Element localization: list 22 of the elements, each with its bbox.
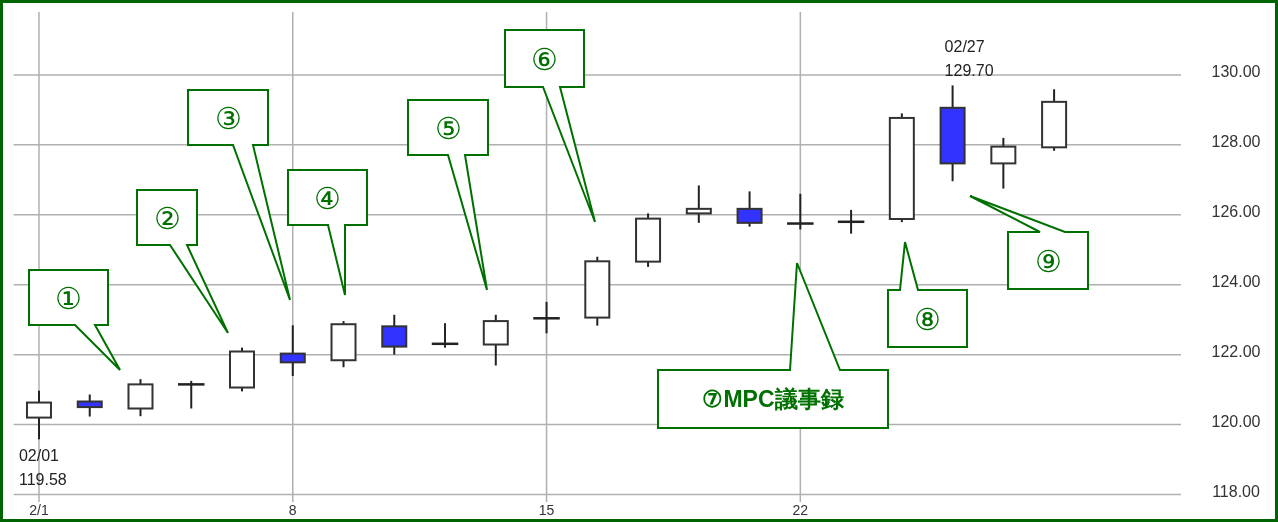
annotation: 02/01 119.58 [18,447,67,489]
annotation: ② [153,201,181,235]
annotation: ⑦MPC議事録 [702,386,844,412]
annotation: ⑨ [1034,244,1062,278]
y-tick-label: 128.00 [1211,132,1261,150]
annotation: ① [55,281,82,315]
annotation: ⑥ [531,42,558,76]
annotation: ⑤ [434,111,462,145]
annotation: ③ [214,101,242,135]
y-tick-label: 130.00 [1211,62,1261,80]
annotation: ⑧ [914,302,941,336]
annotation: 02/27 129.70 [944,38,994,79]
x-tick-label: 22 [792,502,809,518]
annotation: ④ [314,181,341,215]
x-tick-label: 8 [288,502,297,518]
y-tick-label: 118.00 [1212,482,1260,500]
x-tick-label: 15 [538,502,555,518]
x-tick-label: 2/1 [29,502,49,518]
y-tick-label: 120.00 [1211,412,1261,430]
y-tick-label: 122.00 [1211,342,1261,360]
y-tick-label: 124.00 [1211,272,1261,290]
y-tick-label: 126.00 [1211,202,1261,220]
